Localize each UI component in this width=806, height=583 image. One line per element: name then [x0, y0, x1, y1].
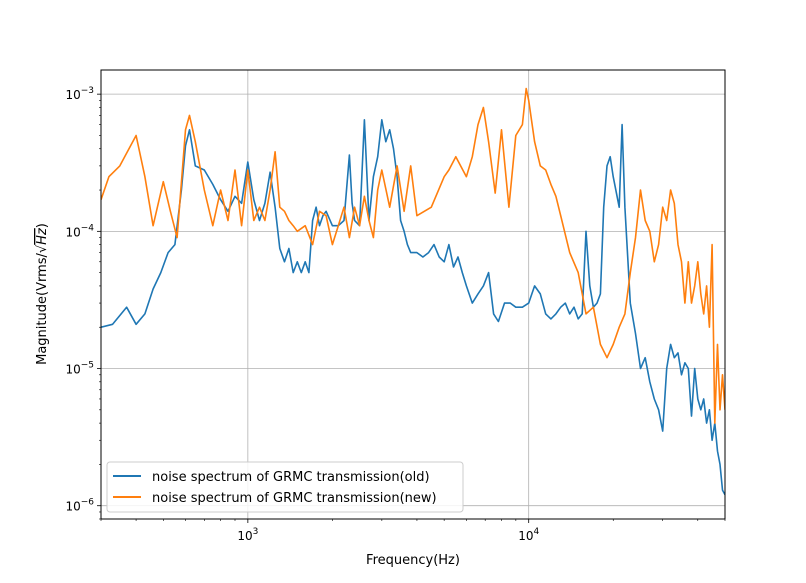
y-tick-label: 10−5 — [65, 361, 94, 377]
y-axis-label-radicand: Hz — [35, 227, 50, 245]
legend-box — [106, 461, 464, 513]
y-axis-label: Magnitude(Vrms/√Hz) — [35, 223, 50, 365]
x-tick-label: 104 — [518, 527, 539, 543]
legend: noise spectrum of GRMC transmission(old)… — [106, 461, 464, 513]
x-axis-label: Frequency(Hz) — [366, 553, 460, 568]
y-axis-label-text: Magnitude(Vrms/√Hz) — [35, 223, 50, 365]
y-axis-label-sqrt: √ — [35, 244, 50, 253]
y-axis-label-prefix: Magnitude(Vrms/ — [35, 252, 50, 364]
y-tick-label: 10−6 — [65, 498, 94, 514]
y-axis-label-suffix: ) — [35, 223, 50, 228]
legend-label-old: noise spectrum of GRMC transmission(old) — [152, 470, 430, 485]
series-line-old — [101, 119, 725, 496]
axis-ticks: 103 104 10−6 10−5 10−4 10−3 — [65, 86, 726, 543]
plot-area-frame — [100, 69, 726, 520]
series-line-new — [101, 87, 725, 424]
y-tick-label: 10−4 — [65, 223, 94, 239]
series-group — [101, 87, 725, 496]
x-tick-label: 103 — [237, 527, 258, 543]
y-tick-label: 10−3 — [65, 86, 94, 102]
legend-label-new: noise spectrum of GRMC transmission(new) — [152, 491, 437, 506]
